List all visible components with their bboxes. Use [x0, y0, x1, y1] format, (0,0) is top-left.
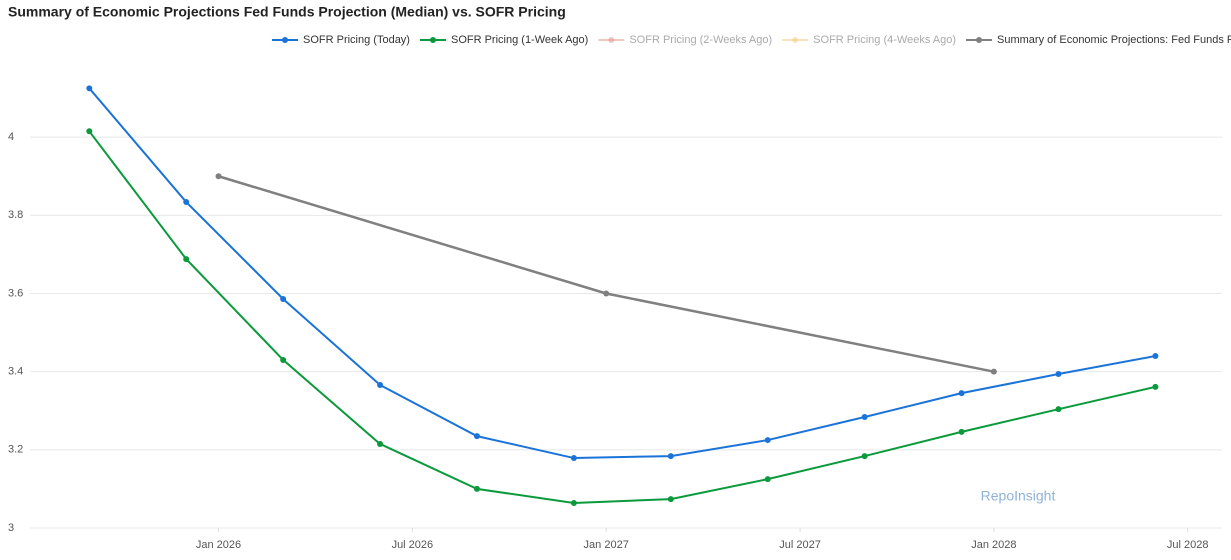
data-point: [764, 476, 771, 483]
legend-label[interactable]: SOFR Pricing (2-Weeks Ago): [629, 34, 772, 46]
data-point: [183, 199, 190, 206]
legend-label[interactable]: SOFR Pricing (Today): [303, 34, 410, 46]
y-tick-label: 3.6: [8, 287, 23, 299]
series-line: [218, 175, 995, 373]
data-point: [280, 295, 287, 302]
data-point: [86, 128, 93, 135]
data-point: [473, 485, 480, 492]
data-point: [958, 390, 965, 397]
x-tick-label: Jan 2026: [196, 539, 241, 551]
data-point: [570, 499, 577, 506]
data-point: [990, 368, 997, 375]
watermark: RepoInsight: [981, 488, 1056, 504]
data-point: [86, 85, 93, 92]
data-point: [603, 290, 610, 297]
legend-label[interactable]: Summary of Economic Projections: Fed Fun…: [997, 34, 1231, 46]
x-tick-label: Jul 2027: [779, 539, 821, 551]
data-point: [861, 453, 868, 460]
y-tick-label: 3.8: [8, 209, 23, 221]
x-tick-label: Jan 2028: [971, 539, 1016, 551]
data-point: [1055, 406, 1062, 413]
legend-marker[interactable]: [976, 37, 983, 43]
legend-marker[interactable]: [429, 37, 436, 43]
series-line: [88, 87, 1156, 460]
data-point: [667, 453, 674, 460]
data-point: [1152, 353, 1159, 360]
data-point: [861, 414, 868, 421]
data-point: [215, 173, 222, 180]
y-tick-label: 3.2: [8, 444, 23, 456]
x-tick-label: Jan 2027: [584, 539, 629, 551]
data-point: [1055, 371, 1062, 378]
data-point: [473, 433, 480, 440]
series-line: [88, 130, 1156, 504]
y-tick-label: 3: [8, 522, 14, 534]
data-point: [764, 437, 771, 444]
legend-marker[interactable]: [282, 37, 288, 43]
data-point: [958, 428, 965, 435]
y-tick-label: 4: [8, 131, 14, 143]
y-tick-label: 3.4: [8, 366, 23, 378]
legend-label[interactable]: SOFR Pricing (1-Week Ago): [451, 34, 588, 46]
data-point: [377, 440, 384, 447]
x-tick-label: Jul 2026: [392, 539, 434, 551]
data-point: [280, 356, 287, 363]
legend-marker[interactable]: [792, 37, 799, 43]
data-point: [377, 381, 384, 388]
data-point: [570, 455, 577, 462]
x-tick-label: Jul 2028: [1167, 539, 1209, 551]
data-point: [667, 496, 674, 503]
legend-marker[interactable]: [608, 37, 615, 43]
chart-title: Summary of Economic Projections Fed Fund…: [8, 4, 566, 20]
legend-label[interactable]: SOFR Pricing (4-Weeks Ago): [813, 34, 956, 46]
data-point: [1152, 383, 1159, 390]
data-point: [183, 256, 190, 263]
